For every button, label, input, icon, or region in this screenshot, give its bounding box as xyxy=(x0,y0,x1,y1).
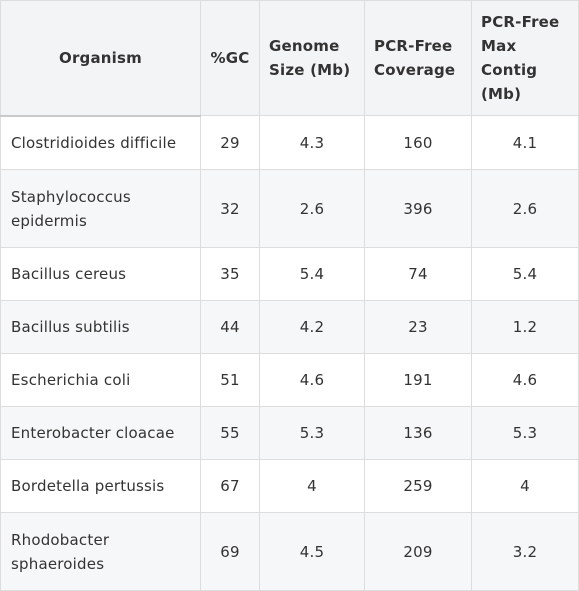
cell-max-contig: 4.1 xyxy=(471,115,579,170)
cell-gc: 67 xyxy=(200,459,260,513)
table-row: Staphylococcus epidermis 32 2.6 396 2.6 xyxy=(0,169,579,248)
cell-genome-size: 4.5 xyxy=(259,512,365,591)
cell-max-contig: 4.6 xyxy=(471,353,579,407)
table-row: Rhodobacter sphaeroides 69 4.5 209 3.2 xyxy=(0,512,579,591)
cell-coverage: 136 xyxy=(364,406,472,460)
cell-organism: Bordetella pertussis xyxy=(0,459,201,513)
cell-gc: 35 xyxy=(200,247,260,301)
cell-organism: Bacillus cereus xyxy=(0,247,201,301)
column-header-organism: Organism xyxy=(0,0,201,117)
cell-gc: 29 xyxy=(200,115,260,170)
cell-max-contig: 2.6 xyxy=(471,169,579,248)
header-row: Organism %GC Genome Size (Mb) PCR-Free C… xyxy=(0,0,579,117)
cell-coverage: 209 xyxy=(364,512,472,591)
table-row: Clostridioides difficile 29 4.3 160 4.1 xyxy=(0,115,579,170)
table-row: Bordetella pertussis 67 4 259 4 xyxy=(0,459,579,513)
cell-coverage: 160 xyxy=(364,115,472,170)
cell-organism: Bacillus subtilis xyxy=(0,300,201,354)
cell-max-contig: 5.4 xyxy=(471,247,579,301)
cell-coverage: 23 xyxy=(364,300,472,354)
cell-coverage: 396 xyxy=(364,169,472,248)
cell-genome-size: 5.3 xyxy=(259,406,365,460)
cell-genome-size: 5.4 xyxy=(259,247,365,301)
cell-coverage: 191 xyxy=(364,353,472,407)
cell-max-contig: 3.2 xyxy=(471,512,579,591)
column-header-pcr-free-coverage: PCR-Free Coverage xyxy=(364,0,472,116)
cell-coverage: 74 xyxy=(364,247,472,301)
cell-max-contig: 1.2 xyxy=(471,300,579,354)
table-body: Clostridioides difficile 29 4.3 160 4.1 … xyxy=(0,115,579,591)
cell-gc: 69 xyxy=(200,512,260,591)
cell-gc: 44 xyxy=(200,300,260,354)
cell-max-contig: 4 xyxy=(471,459,579,513)
cell-organism: Enterobacter cloacae xyxy=(0,406,201,460)
cell-genome-size: 4.2 xyxy=(259,300,365,354)
cell-gc: 51 xyxy=(200,353,260,407)
cell-organism: Staphylococcus epidermis xyxy=(0,169,201,248)
column-header-gc: %GC xyxy=(200,0,260,116)
table-header: Organism %GC Genome Size (Mb) PCR-Free C… xyxy=(0,0,579,117)
cell-genome-size: 4.6 xyxy=(259,353,365,407)
cell-organism: Clostridioides difficile xyxy=(0,115,201,170)
cell-gc: 55 xyxy=(200,406,260,460)
table-row: Escherichia coli 51 4.6 191 4.6 xyxy=(0,353,579,407)
table-row: Bacillus cereus 35 5.4 74 5.4 xyxy=(0,247,579,301)
table-row: Bacillus subtilis 44 4.2 23 1.2 xyxy=(0,300,579,354)
column-header-genome-size: Genome Size (Mb) xyxy=(259,0,365,116)
column-header-pcr-free-max-contig: PCR-Free Max Contig (Mb) xyxy=(471,0,579,116)
table-row: Enterobacter cloacae 55 5.3 136 5.3 xyxy=(0,406,579,460)
cell-genome-size: 4 xyxy=(259,459,365,513)
cell-gc: 32 xyxy=(200,169,260,248)
cell-max-contig: 5.3 xyxy=(471,406,579,460)
cell-organism: Escherichia coli xyxy=(0,353,201,407)
cell-organism: Rhodobacter sphaeroides xyxy=(0,512,201,591)
cell-coverage: 259 xyxy=(364,459,472,513)
cell-genome-size: 2.6 xyxy=(259,169,365,248)
cell-genome-size: 4.3 xyxy=(259,115,365,170)
